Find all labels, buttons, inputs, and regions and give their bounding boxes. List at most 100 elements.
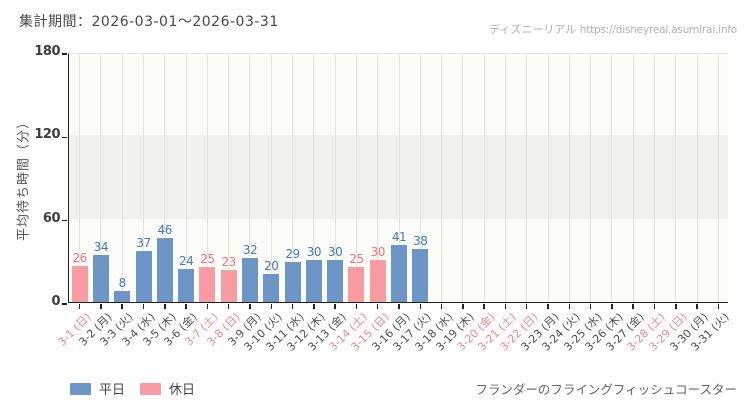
gridline bbox=[292, 54, 294, 302]
bar-value-label: 37 bbox=[136, 235, 151, 250]
gridline bbox=[504, 54, 506, 302]
gridline bbox=[355, 54, 357, 302]
x-tick-mark bbox=[142, 304, 145, 309]
x-tick-mark bbox=[291, 304, 294, 309]
x-tick-mark bbox=[632, 304, 634, 309]
legend-swatch-holiday bbox=[140, 382, 162, 395]
bar-3-16 bbox=[391, 245, 407, 302]
x-tick-mark bbox=[653, 304, 656, 309]
gridline bbox=[100, 54, 102, 302]
x-tick-mark bbox=[227, 304, 230, 309]
x-tick-mark bbox=[185, 304, 187, 309]
x-tick-mark bbox=[270, 304, 272, 309]
legend-item-holiday: 休日 bbox=[140, 379, 195, 398]
bar-value-label: 30 bbox=[327, 245, 343, 260]
gridline bbox=[717, 54, 719, 302]
watermark-url: https://disneyreal.asumirai.info bbox=[579, 24, 737, 36]
x-tick-mark bbox=[568, 304, 571, 309]
x-tick-mark bbox=[206, 304, 209, 309]
bar-3-12 bbox=[305, 260, 322, 302]
bar-value-label: 24 bbox=[178, 253, 194, 268]
bar-3-11 bbox=[284, 261, 301, 302]
legend-item-weekday: 平日 bbox=[70, 379, 125, 398]
x-tick-mark bbox=[675, 304, 677, 309]
bar-value-label: 38 bbox=[413, 234, 428, 249]
x-tick-mark bbox=[121, 304, 123, 309]
bar-3-1 bbox=[71, 265, 88, 302]
bar-3-6 bbox=[178, 268, 195, 302]
gridline bbox=[206, 54, 208, 302]
watermark-brand: ディズニーリアル bbox=[489, 23, 577, 36]
plot-area: 26 34 8 37 46 24 25 23 32 20 29 30 30 25 30 41 38 bbox=[62, 53, 728, 309]
attraction-name: フランダーのフライングフィッシュコースター bbox=[475, 382, 737, 397]
bar-value-label: 34 bbox=[93, 239, 109, 254]
gridline bbox=[228, 54, 230, 302]
bar-3-2 bbox=[92, 254, 109, 302]
x-tick-mark bbox=[483, 304, 485, 309]
x-tick-mark bbox=[355, 304, 358, 309]
x-tick-mark bbox=[717, 304, 720, 309]
bar-value-label: 41 bbox=[391, 230, 407, 245]
legend-swatch-weekday bbox=[70, 382, 91, 395]
gridline bbox=[653, 54, 655, 302]
gridline bbox=[270, 54, 272, 302]
gridline bbox=[185, 54, 187, 302]
gridline bbox=[249, 54, 251, 302]
gridline bbox=[462, 54, 464, 302]
bar-value-label: 25 bbox=[200, 252, 215, 267]
gridline bbox=[441, 54, 443, 302]
bar-value-label: 26 bbox=[72, 250, 88, 265]
x-tick-mark bbox=[525, 304, 528, 309]
bar-value-label: 8 bbox=[118, 275, 127, 290]
legend-label: 平日 bbox=[99, 383, 126, 398]
gridline bbox=[121, 54, 123, 302]
gridline bbox=[568, 54, 570, 302]
x-tick-mark bbox=[164, 304, 166, 309]
y-tick-mark bbox=[62, 219, 67, 222]
bar-value-label: 46 bbox=[157, 223, 173, 238]
x-tick-mark bbox=[100, 304, 102, 309]
gridline bbox=[611, 54, 613, 302]
x-tick-mark bbox=[611, 304, 613, 309]
gridline bbox=[164, 54, 166, 302]
gridline bbox=[632, 54, 634, 302]
period-label: 集計期間：2026-03-01～2026-03-31 bbox=[19, 14, 279, 30]
gridline bbox=[334, 54, 336, 302]
x-tick-mark bbox=[334, 304, 336, 309]
gridline bbox=[143, 54, 145, 302]
x-tick-mark bbox=[440, 304, 443, 309]
gridline bbox=[696, 54, 698, 302]
gridline bbox=[547, 54, 549, 302]
x-tick-mark bbox=[419, 304, 422, 309]
bar-value-label: 32 bbox=[242, 242, 258, 257]
gridline bbox=[79, 54, 81, 302]
x-tick-mark bbox=[376, 304, 379, 309]
y-tick-mark bbox=[62, 53, 67, 55]
bar-value-label: 30 bbox=[370, 245, 386, 260]
x-tick-mark bbox=[504, 304, 507, 309]
x-tick-mark bbox=[462, 304, 464, 309]
bar-3-8 bbox=[220, 270, 237, 302]
gridline bbox=[377, 54, 379, 302]
bar-value-label: 23 bbox=[221, 255, 237, 270]
y-tick-label: 120 bbox=[34, 127, 60, 143]
bar-3-5 bbox=[156, 238, 173, 302]
y-tick-label: 0 bbox=[51, 294, 60, 309]
legend: 平日 休日 bbox=[70, 379, 210, 398]
x-tick-mark bbox=[696, 304, 698, 309]
x-tick-mark bbox=[249, 304, 251, 309]
gridline bbox=[419, 54, 421, 302]
gridline bbox=[590, 54, 592, 302]
bar-3-9 bbox=[241, 257, 258, 302]
bar-3-3 bbox=[114, 290, 131, 302]
legend-label: 休日 bbox=[169, 383, 196, 398]
gridline bbox=[483, 54, 485, 302]
bar-value-label: 20 bbox=[264, 259, 279, 274]
y-tick-label: 60 bbox=[42, 210, 61, 226]
bar-value-label: 29 bbox=[285, 246, 300, 261]
gridline bbox=[398, 54, 400, 302]
y-tick-mark bbox=[62, 303, 67, 305]
gridline bbox=[313, 54, 315, 302]
bar-3-14 bbox=[348, 267, 365, 302]
